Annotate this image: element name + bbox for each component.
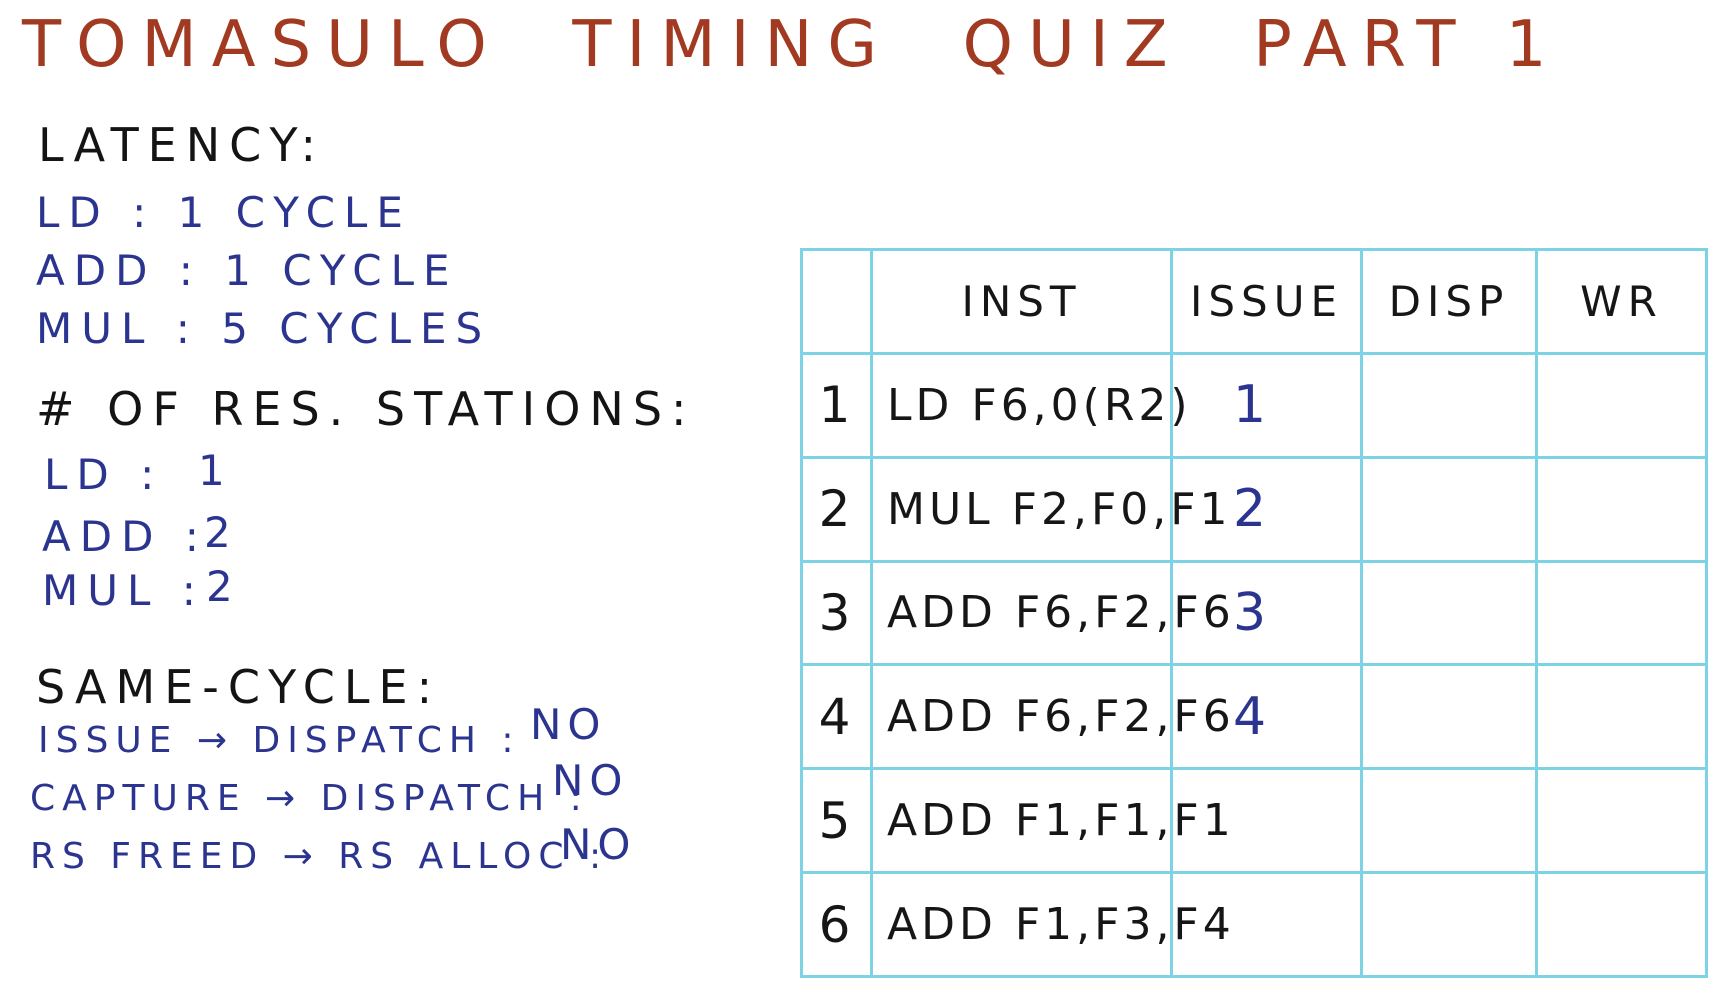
row-issue <box>1170 871 1363 978</box>
row-wr <box>1535 455 1708 563</box>
row-disp <box>1360 455 1538 563</box>
latency-add: ADD : 1 CYCLE <box>36 246 459 295</box>
row-num: 6 <box>800 871 873 978</box>
row-inst: ADD F6,F2,F6 <box>870 663 1231 771</box>
latency-mul: MUL : 5 CYCLES <box>36 304 492 353</box>
stations-add-value: 2 <box>204 508 237 557</box>
row-disp <box>1360 351 1538 459</box>
row-wr <box>1535 871 1708 978</box>
header-inst: INST <box>870 248 1173 355</box>
row-wr <box>1535 767 1708 875</box>
row-num: 4 <box>800 663 873 771</box>
table-row: 6 ADD F1,F3,F4 <box>800 871 1708 978</box>
header-wr: WR <box>1535 248 1708 355</box>
row-num: 1 <box>800 351 873 459</box>
row-wr <box>1535 559 1708 667</box>
issue-dispatch-value: NO <box>530 700 607 749</box>
row-issue: 3 <box>1170 559 1363 667</box>
row-issue <box>1170 767 1363 875</box>
stations-add-label: ADD : <box>42 512 208 561</box>
row-inst: LD F6,0(R2) <box>870 351 1188 459</box>
capture-dispatch-value: NO <box>552 756 629 805</box>
row-issue: 1 <box>1170 351 1363 459</box>
page-title: TOMASULO TIMING QUIZ PART 1 <box>22 8 1562 82</box>
row-num: 5 <box>800 767 873 875</box>
row-num: 2 <box>800 455 873 563</box>
row-disp <box>1360 559 1538 667</box>
table-row: 5 ADD F1,F1,F1 <box>800 767 1708 875</box>
table-row: 4 ADD F6,F2,F6 4 <box>800 663 1708 771</box>
stations-mul-label: MUL : <box>42 566 205 615</box>
table-row: 2 MUL F2,F0,F1 2 <box>800 455 1708 563</box>
row-inst: ADD F1,F3,F4 <box>870 871 1231 978</box>
capture-dispatch-label: CAPTURE → DISPATCH : <box>30 778 589 819</box>
stations-heading: # OF RES. STATIONS: <box>36 382 696 436</box>
table-row: 3 ADD F6,F2,F6 3 <box>800 559 1708 667</box>
row-inst: ADD F1,F1,F1 <box>870 767 1231 875</box>
rs-freed-alloc-label: RS FREED → RS ALLOC : <box>30 836 609 877</box>
header-num <box>800 248 873 355</box>
row-inst: MUL F2,F0,F1 <box>870 455 1228 563</box>
same-cycle-heading: SAME-CYCLE: <box>36 660 442 714</box>
row-inst: ADD F6,F2,F6 <box>870 559 1231 667</box>
quiz-parameters: LATENCY: LD : 1 CYCLE ADD : 1 CYCLE MUL … <box>0 0 700 993</box>
row-num: 3 <box>800 559 873 667</box>
header-issue: ISSUE <box>1170 248 1363 355</box>
row-wr <box>1535 351 1708 459</box>
rs-freed-alloc-value: NO <box>560 820 637 869</box>
row-disp <box>1360 663 1538 771</box>
latency-ld: LD : 1 CYCLE <box>36 188 412 237</box>
stations-ld-value: 1 <box>198 446 231 495</box>
issue-dispatch-label: ISSUE → DISPATCH : <box>38 720 521 761</box>
timing-table: INST ISSUE DISP WR 1 LD F6,0(R2) 1 2 MUL… <box>800 248 1708 978</box>
table-row: 1 LD F6,0(R2) 1 <box>800 351 1708 459</box>
header-disp: DISP <box>1360 248 1538 355</box>
row-disp <box>1360 767 1538 875</box>
row-issue: 4 <box>1170 663 1363 771</box>
row-wr <box>1535 663 1708 771</box>
row-issue: 2 <box>1170 455 1363 563</box>
table-header-row: INST ISSUE DISP WR <box>800 248 1708 355</box>
stations-mul-value: 2 <box>206 562 239 611</box>
row-disp <box>1360 871 1538 978</box>
stations-ld-label: LD : <box>44 450 164 499</box>
latency-heading: LATENCY: <box>38 118 325 172</box>
